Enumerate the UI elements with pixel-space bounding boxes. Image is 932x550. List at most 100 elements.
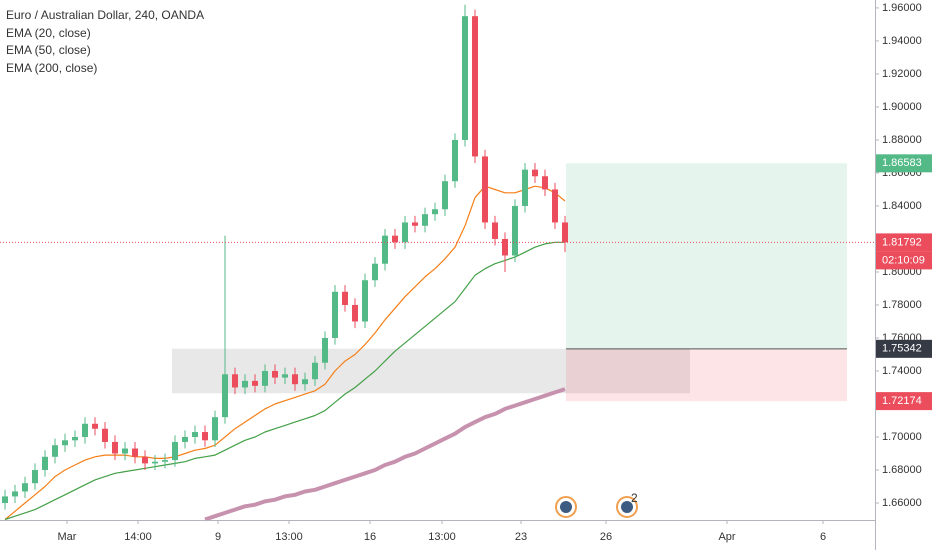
ema-line (4, 185, 566, 520)
candle-body (552, 189, 558, 223)
price-label-box (876, 233, 932, 252)
price-label-box (876, 154, 932, 173)
legend-entry: EMA (20, close) (6, 26, 91, 40)
candle-body (12, 491, 18, 497)
candle-body (142, 456, 148, 464)
legend-entry: EMA (200, close) (6, 61, 97, 75)
candle-body (272, 370, 278, 378)
x-tick-label: 14:00 (124, 531, 152, 543)
x-tick-label: 13:00 (275, 531, 303, 543)
candle-body (522, 169, 528, 206)
candle-body (112, 441, 118, 454)
price-label: 1.72174 (882, 395, 922, 407)
y-tick-label: 1.94000 (882, 35, 922, 47)
price-label-box (876, 392, 932, 411)
candle-body (532, 169, 538, 177)
candle-body (172, 441, 178, 461)
ema-line (4, 241, 565, 521)
candle-body (422, 214, 428, 226)
target-zone (566, 163, 847, 349)
candle-body (72, 436, 78, 441)
candle-body (202, 432, 208, 441)
candle-body (432, 209, 438, 215)
candle-body (502, 238, 508, 256)
candle-body (222, 374, 228, 418)
event-badge: 2 (631, 491, 638, 505)
candle-body (412, 222, 418, 226)
x-tick-label: 23 (515, 531, 527, 543)
x-tick-label: Apr (718, 531, 735, 543)
candle-body (282, 374, 288, 378)
plot-area (0, 4, 875, 522)
candle-body (192, 432, 198, 437)
x-tick-label: 16 (364, 531, 376, 543)
price-label: 1.75342 (882, 343, 922, 355)
candle-body (472, 16, 478, 157)
candle-body (562, 222, 568, 243)
candle-body (352, 304, 358, 322)
event-icon[interactable] (616, 496, 638, 518)
candle-body (242, 380, 248, 388)
candle-body (212, 417, 218, 441)
candle-body (152, 461, 158, 464)
candle-body (292, 374, 298, 385)
candle-body (452, 139, 458, 182)
price-label: 1.86583 (882, 157, 922, 169)
candle-body (482, 156, 488, 223)
y-tick-label: 1.74000 (882, 365, 922, 377)
candle-body (262, 370, 268, 386)
candle-body (42, 456, 48, 470)
legend-title: Euro / Australian Dollar, 240, OANDA (6, 8, 204, 22)
event-dot[interactable] (560, 501, 572, 513)
candle-body (462, 16, 468, 140)
x-tick-label: 13:00 (428, 531, 456, 543)
candle-body (32, 469, 38, 484)
candle-body (392, 235, 398, 243)
y-tick-label: 1.78000 (882, 299, 922, 311)
candle-body (362, 280, 368, 322)
candle-body (182, 436, 188, 442)
candle-body (302, 379, 308, 385)
stop-zone (566, 348, 847, 402)
candle-body (382, 235, 388, 264)
candle-body (2, 496, 8, 504)
y-tick-label: 1.70000 (882, 431, 922, 443)
x-tick-label: 9 (215, 531, 221, 543)
candle-body (332, 291, 338, 338)
y-tick-label: 1.88000 (882, 134, 922, 146)
y-tick-label: 1.90000 (882, 101, 922, 113)
candle-body (312, 362, 318, 380)
candle-body (492, 222, 498, 239)
x-tick-label: 26 (600, 531, 612, 543)
candle-body (122, 448, 128, 454)
candle-body (132, 448, 138, 457)
price-label: 1.81792 (882, 236, 922, 248)
candle-body (62, 440, 68, 446)
countdown-box (876, 251, 932, 270)
event-icon[interactable] (555, 496, 577, 518)
candle-body (22, 483, 28, 492)
candle-body (252, 380, 258, 386)
x-tick-label: Mar (58, 531, 77, 543)
countdown: 02:10:09 (882, 254, 925, 266)
zone-box (172, 348, 690, 394)
candle-body (92, 423, 98, 429)
candle-body (342, 291, 348, 305)
y-tick-label: 1.84000 (882, 200, 922, 212)
candle-body (322, 337, 328, 363)
y-tick-label: 1.96000 (882, 2, 922, 14)
y-tick-label: 1.68000 (882, 464, 922, 476)
candle-body (82, 423, 88, 437)
candle-body (442, 181, 448, 210)
price-label-box (876, 339, 932, 358)
candle-body (372, 263, 378, 281)
ema-line (204, 387, 566, 522)
y-tick-label: 1.66000 (882, 497, 922, 509)
candle-body (542, 176, 548, 190)
event-dot[interactable] (621, 501, 633, 513)
y-tick-label: 1.92000 (882, 68, 922, 80)
candle-body (162, 460, 168, 462)
x-tick-label: 6 (820, 531, 826, 543)
candle-body (102, 428, 108, 442)
